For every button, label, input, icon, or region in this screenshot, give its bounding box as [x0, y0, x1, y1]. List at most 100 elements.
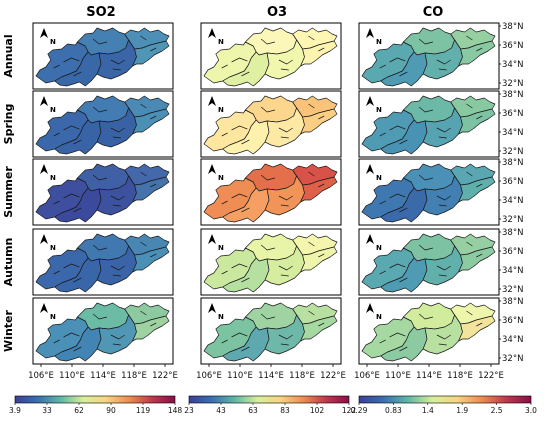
- region-zone-east: [458, 246, 496, 273]
- row-label-summer: Summer: [2, 166, 15, 218]
- region-inner-boundary: [53, 241, 157, 283]
- map-panel-o3-summer: N: [200, 158, 342, 226]
- north-arrow-label: N: [50, 244, 56, 252]
- north-arrow-label: N: [218, 38, 224, 46]
- map-panel-so2-spring: N: [32, 90, 174, 158]
- region-zone-east: [300, 108, 338, 135]
- north-arrow-label: N: [50, 38, 56, 46]
- colorbar-tick-label: 1.4: [422, 406, 434, 415]
- column-title-so2: SO2: [86, 5, 115, 20]
- row-label-annual: Annual: [2, 34, 15, 77]
- y-tick-label: 38°N: [502, 90, 523, 100]
- north-arrow-label: N: [376, 38, 382, 46]
- north-arrow-icon: N: [366, 28, 382, 46]
- colorbar-tick-label: 90: [106, 406, 116, 415]
- y-tick-label: 36°N: [502, 177, 523, 187]
- map-panel-so2-summer: N: [32, 158, 174, 226]
- map-panel-o3-winter: N: [200, 297, 342, 365]
- region-zone-east: [300, 176, 338, 203]
- panel-frame: [358, 22, 500, 90]
- panel-frame: [358, 90, 500, 158]
- y-tick-label: 36°N: [502, 41, 523, 51]
- north-arrow-label: N: [50, 174, 56, 182]
- panel-frame: [200, 22, 342, 90]
- region-zone-east: [458, 40, 496, 67]
- y-tick-label: 32°N: [502, 79, 523, 89]
- colorbar-co: 0.29 0.83 1.4 1.9 2.5 3.0: [351, 395, 537, 415]
- north-arrow-icon: N: [208, 303, 224, 321]
- region-zone-east: [132, 315, 170, 342]
- panel-frame: [200, 90, 342, 158]
- north-arrow-label: N: [218, 313, 224, 321]
- map-panel-o3-spring: N: [200, 90, 342, 158]
- panel-frame: [32, 158, 174, 226]
- colorbar-tick-label: 3.0: [525, 406, 537, 415]
- region-inner-boundary: [379, 241, 483, 283]
- panel-frame: [32, 228, 174, 296]
- north-arrow-icon: N: [40, 96, 56, 114]
- region-inner-boundary: [221, 171, 325, 213]
- y-tick-label: 36°N: [502, 316, 523, 326]
- region-zone-east: [458, 315, 496, 342]
- north-arrow-icon: N: [366, 234, 382, 252]
- map-panel-grid: Annual N N N Spring: [2, 22, 500, 365]
- colorbar-tick-label: 102: [310, 406, 325, 415]
- map-panel-so2-winter: N: [32, 297, 174, 365]
- colorbar-tick-label: 43: [216, 406, 226, 415]
- north-arrow-label: N: [376, 106, 382, 114]
- colorbar-tick-label: 1.9: [456, 406, 468, 415]
- panel-frame: [32, 22, 174, 90]
- region-inner-boundary: [221, 310, 325, 352]
- map-panel-so2-autumn: N: [32, 228, 174, 296]
- x-tick-label: 106°E: [354, 371, 380, 381]
- x-tick-label: 122°E: [478, 371, 504, 381]
- x-tick-label: 118°E: [121, 371, 147, 381]
- north-arrow-icon: N: [40, 303, 56, 321]
- colorbar-tick-label: 33: [42, 406, 52, 415]
- region-inner-boundary: [379, 171, 483, 213]
- north-arrow-icon: N: [366, 96, 382, 114]
- north-arrow-label: N: [50, 313, 56, 321]
- north-arrow-label: N: [218, 174, 224, 182]
- map-panel-co-annual: N: [358, 22, 500, 90]
- colorbar-tick-label: 148: [168, 406, 183, 415]
- map-panel-so2-annual: N: [32, 22, 174, 90]
- y-tick-label: 32°N: [502, 215, 523, 225]
- y-tick-label: 34°N: [502, 196, 523, 206]
- x-tick-label: 122°E: [152, 371, 178, 381]
- region-zone-east: [458, 176, 496, 203]
- y-tick-label: 36°N: [502, 109, 523, 119]
- region-zone-east: [300, 246, 338, 273]
- colorbar-tick-label: 0.83: [385, 406, 402, 415]
- colorbar-tick-label: 122: [342, 406, 357, 415]
- y-tick-label: 32°N: [502, 285, 523, 295]
- y-tick-label: 34°N: [502, 266, 523, 276]
- north-arrow-icon: N: [208, 28, 224, 46]
- north-arrow-label: N: [218, 106, 224, 114]
- map-panel-co-summer: N: [358, 158, 500, 226]
- region-zone-east: [132, 40, 170, 67]
- y-tick-label: 38°N: [502, 22, 523, 32]
- region-zone-east: [300, 40, 338, 67]
- region-zone-east: [132, 176, 170, 203]
- map-panel-co-spring: N: [358, 90, 500, 158]
- x-tick-label: 114°E: [416, 371, 442, 381]
- north-arrow-icon: N: [208, 234, 224, 252]
- region-inner-boundary: [53, 310, 157, 352]
- north-arrow-icon: N: [208, 164, 224, 182]
- region-inner-boundary: [221, 241, 325, 283]
- colorbar-tick-label: 119: [136, 406, 151, 415]
- y-tick-label: 36°N: [502, 247, 523, 257]
- axis-labels: 38°N36°N34°N32°N38°N36°N34°N32°N38°N36°N…: [28, 22, 523, 381]
- region-inner-boundary: [379, 310, 483, 352]
- map-panel-co-winter: N: [358, 297, 500, 365]
- colorbar-tick-label: 83: [280, 406, 290, 415]
- y-tick-label: 34°N: [502, 128, 523, 138]
- row-label-winter: Winter: [2, 309, 15, 351]
- x-tick-label: 106°E: [28, 371, 54, 381]
- colorbar-tick-label: 3.9: [9, 406, 21, 415]
- region-inner-boundary: [221, 35, 325, 77]
- colorbar-tick-label: 62: [74, 406, 84, 415]
